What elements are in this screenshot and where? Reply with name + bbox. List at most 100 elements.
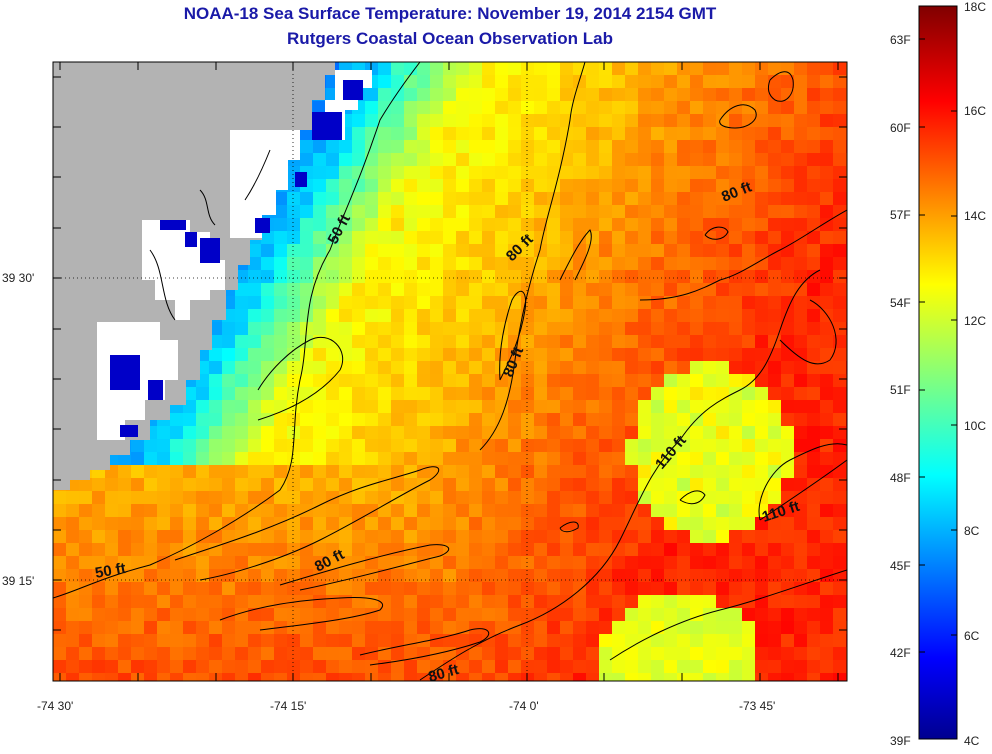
sst-cell	[170, 426, 184, 440]
sst-cell	[794, 88, 808, 102]
sst-cell	[768, 296, 782, 310]
sst-cell	[781, 283, 795, 297]
sst-cell	[469, 530, 483, 544]
sst-cell	[482, 348, 496, 362]
sst-cell	[768, 114, 782, 128]
sst-cell	[651, 504, 665, 518]
sst-cell	[677, 153, 691, 167]
sst-cell	[534, 75, 548, 89]
sst-cell	[365, 426, 379, 440]
sst-cell	[638, 673, 652, 681]
sst-cell	[404, 244, 418, 258]
colorbar-fahrenheit-label: 48F	[890, 471, 911, 485]
sst-cell	[573, 322, 587, 336]
sst-cell	[183, 439, 197, 453]
sst-cell	[599, 491, 613, 505]
sst-cell	[612, 582, 626, 596]
sst-cell	[443, 556, 457, 570]
sst-cell	[404, 413, 418, 427]
sst-cell	[612, 75, 626, 89]
sst-cell	[313, 101, 327, 115]
sst-cell	[378, 192, 392, 206]
sst-cell	[352, 192, 366, 206]
sst-cell	[222, 465, 236, 479]
sst-cell	[703, 569, 717, 583]
sst-cell	[495, 387, 509, 401]
sst-cell	[430, 426, 444, 440]
sst-cell	[326, 569, 340, 583]
sst-cell	[313, 283, 327, 297]
sst-cell	[196, 543, 210, 557]
sst-cell	[521, 179, 535, 193]
sst-cell	[846, 608, 847, 622]
sst-cell	[391, 543, 405, 557]
sst-cell	[599, 569, 613, 583]
sst-cell	[235, 283, 249, 297]
sst-cell	[222, 426, 236, 440]
sst-cell	[820, 348, 834, 362]
sst-cell	[833, 595, 847, 609]
sst-cell	[469, 465, 483, 479]
sst-cell	[703, 465, 717, 479]
sst-cell	[651, 244, 665, 258]
sst-cell	[274, 348, 288, 362]
sst-cell	[378, 400, 392, 414]
sst-cell	[833, 114, 847, 128]
sst-cell	[833, 387, 847, 401]
sst-cell	[365, 166, 379, 180]
sst-cell	[365, 491, 379, 505]
sst-cell	[287, 634, 301, 648]
sst-cell	[417, 270, 431, 284]
sst-cell	[170, 647, 184, 661]
sst-cell	[638, 647, 652, 661]
sst-cell	[339, 439, 353, 453]
sst-cell	[807, 231, 821, 245]
sst-cell	[274, 270, 288, 284]
sst-cell	[755, 101, 769, 115]
sst-cell	[170, 413, 184, 427]
sst-cell	[404, 608, 418, 622]
sst-cell	[755, 114, 769, 128]
sst-cell	[456, 517, 470, 531]
sst-cell	[365, 608, 379, 622]
sst-cell	[365, 439, 379, 453]
sst-cell	[586, 231, 600, 245]
sst-cell	[235, 426, 249, 440]
sst-cell	[625, 270, 639, 284]
sst-cell	[391, 595, 405, 609]
sst-cell	[131, 556, 145, 570]
sst-cell	[378, 582, 392, 596]
sst-cell	[742, 439, 756, 453]
sst-cell	[521, 478, 535, 492]
sst-cell	[495, 348, 509, 362]
sst-cell	[729, 88, 743, 102]
sst-cell	[690, 335, 704, 349]
sst-cell	[768, 426, 782, 440]
sst-cell	[638, 439, 652, 453]
sst-cell	[404, 387, 418, 401]
sst-cell	[703, 491, 717, 505]
sst-cell	[781, 452, 795, 466]
sst-cell	[508, 439, 522, 453]
sst-cell	[417, 231, 431, 245]
sst-cell	[456, 478, 470, 492]
sst-cell	[443, 465, 457, 479]
sst-cell	[586, 361, 600, 375]
sst-cell	[742, 309, 756, 323]
sst-cell	[274, 283, 288, 297]
sst-cell	[755, 218, 769, 232]
sst-cell	[339, 530, 353, 544]
sst-cell	[430, 153, 444, 167]
sst-cell	[235, 361, 249, 375]
sst-cell	[209, 595, 223, 609]
sst-cell	[417, 621, 431, 635]
sst-cell	[547, 348, 561, 362]
sst-cell	[313, 231, 327, 245]
sst-cell	[794, 530, 808, 544]
sst-cell	[625, 114, 639, 128]
sst-cell	[339, 218, 353, 232]
sst-cell	[157, 569, 171, 583]
sst-cell	[300, 348, 314, 362]
sst-cell	[274, 478, 288, 492]
sst-cell	[781, 387, 795, 401]
